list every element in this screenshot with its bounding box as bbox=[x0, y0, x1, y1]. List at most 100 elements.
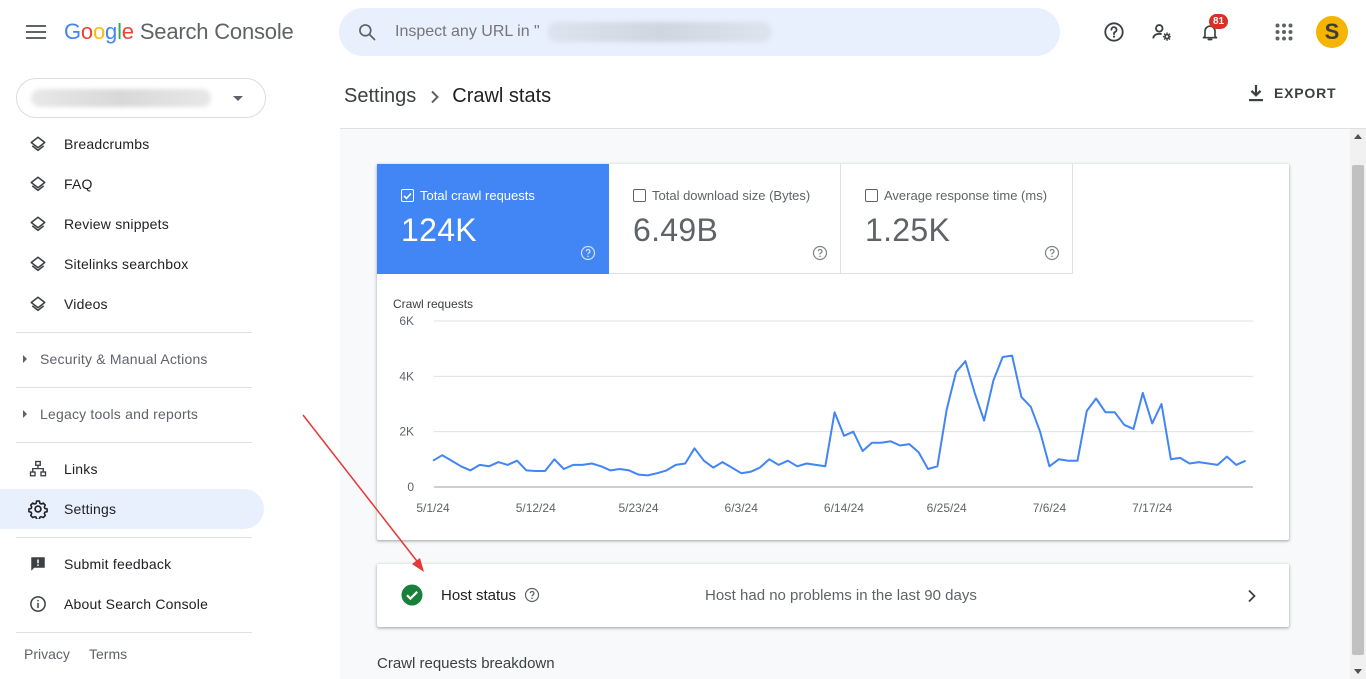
checkbox-unchecked[interactable] bbox=[865, 189, 878, 202]
crawl-requests-series-line[interactable] bbox=[432, 354, 1247, 477]
data-point[interactable] bbox=[1224, 454, 1229, 459]
data-point[interactable] bbox=[1187, 461, 1192, 466]
sidebar-item-sitelinks-searchbox[interactable]: Sitelinks searchbox bbox=[0, 244, 264, 284]
data-point[interactable] bbox=[1019, 395, 1024, 400]
google-apps-button[interactable] bbox=[1268, 16, 1300, 48]
data-point[interactable] bbox=[851, 429, 856, 434]
help-circle-icon[interactable] bbox=[580, 245, 596, 261]
data-point[interactable] bbox=[776, 462, 781, 467]
data-point[interactable] bbox=[692, 446, 697, 451]
data-point[interactable] bbox=[599, 464, 604, 469]
data-point[interactable] bbox=[823, 464, 828, 469]
data-point[interactable] bbox=[617, 467, 622, 472]
data-point[interactable] bbox=[954, 370, 959, 375]
data-point[interactable] bbox=[757, 465, 762, 470]
data-point[interactable] bbox=[524, 468, 529, 473]
data-point[interactable] bbox=[888, 439, 893, 444]
data-point[interactable] bbox=[701, 458, 706, 463]
help-button[interactable] bbox=[1098, 16, 1130, 48]
data-point[interactable] bbox=[1038, 429, 1043, 434]
breadcrumb-settings-link[interactable]: Settings bbox=[344, 85, 417, 107]
data-point[interactable] bbox=[1094, 396, 1099, 401]
data-point[interactable] bbox=[1122, 422, 1127, 427]
data-point[interactable] bbox=[533, 469, 538, 474]
data-point[interactable] bbox=[543, 469, 548, 474]
data-point[interactable] bbox=[795, 464, 800, 469]
data-point[interactable] bbox=[832, 410, 837, 415]
help-circle-icon[interactable] bbox=[1044, 245, 1060, 261]
help-circle-icon[interactable] bbox=[812, 245, 828, 261]
data-point[interactable] bbox=[720, 460, 725, 465]
data-point[interactable] bbox=[1140, 390, 1145, 395]
sidebar-item-faq[interactable]: FAQ bbox=[0, 164, 264, 204]
sidebar-group-security-manual-actions[interactable]: Security & Manual Actions bbox=[16, 332, 252, 386]
data-point[interactable] bbox=[571, 462, 576, 467]
data-point[interactable] bbox=[879, 440, 884, 445]
data-point[interactable] bbox=[1047, 464, 1052, 469]
data-point[interactable] bbox=[627, 468, 632, 473]
metric-total-crawl-requests[interactable]: Total crawl requests 124K bbox=[377, 164, 609, 274]
main-menu-button[interactable] bbox=[20, 16, 52, 48]
property-selector[interactable] bbox=[16, 78, 266, 118]
scroll-up-arrow-icon[interactable] bbox=[1354, 134, 1362, 139]
data-point[interactable] bbox=[505, 462, 510, 467]
data-point[interactable] bbox=[898, 443, 903, 448]
data-point[interactable] bbox=[916, 450, 921, 455]
privacy-link[interactable]: Privacy bbox=[24, 646, 70, 662]
data-point[interactable] bbox=[982, 418, 987, 423]
page-scrollbar[interactable] bbox=[1350, 129, 1366, 679]
sidebar-item-settings[interactable]: Settings bbox=[0, 489, 264, 529]
data-point[interactable] bbox=[729, 465, 734, 470]
manage-users-button[interactable] bbox=[1146, 16, 1178, 48]
terms-link[interactable]: Terms bbox=[89, 646, 128, 662]
data-point[interactable] bbox=[907, 442, 912, 447]
scrollbar-thumb[interactable] bbox=[1352, 165, 1364, 655]
data-point[interactable] bbox=[580, 462, 585, 467]
account-avatar[interactable]: S bbox=[1316, 16, 1348, 48]
data-point[interactable] bbox=[673, 462, 678, 467]
data-point[interactable] bbox=[1243, 458, 1248, 463]
data-point[interactable] bbox=[870, 440, 875, 445]
data-point[interactable] bbox=[487, 464, 492, 469]
host-status-card[interactable]: Host status Host had no problems in the … bbox=[377, 564, 1289, 627]
data-point[interactable] bbox=[739, 471, 744, 476]
data-point[interactable] bbox=[431, 458, 436, 463]
data-point[interactable] bbox=[944, 407, 949, 412]
data-point[interactable] bbox=[813, 462, 818, 467]
export-button[interactable]: EXPORT bbox=[1248, 84, 1336, 102]
scroll-down-arrow-icon[interactable] bbox=[1354, 669, 1362, 674]
data-point[interactable] bbox=[552, 457, 557, 462]
data-point[interactable] bbox=[459, 464, 464, 469]
data-point[interactable] bbox=[1000, 355, 1005, 360]
url-inspect-search-bar[interactable] bbox=[339, 8, 1060, 56]
data-point[interactable] bbox=[589, 461, 594, 466]
sidebar-item-submit-feedback[interactable]: Submit feedback bbox=[0, 544, 264, 584]
data-point[interactable] bbox=[963, 359, 968, 364]
data-point[interactable] bbox=[1206, 461, 1211, 466]
data-point[interactable] bbox=[655, 471, 660, 476]
data-point[interactable] bbox=[748, 469, 753, 474]
data-point[interactable] bbox=[1084, 408, 1089, 413]
sidebar-item-breadcrumbs[interactable]: Breadcrumbs bbox=[0, 124, 264, 164]
data-point[interactable] bbox=[972, 390, 977, 395]
data-point[interactable] bbox=[1234, 462, 1239, 467]
search-console-logo[interactable]: Google Search Console bbox=[64, 19, 294, 45]
data-point[interactable] bbox=[515, 458, 520, 463]
data-point[interactable] bbox=[664, 468, 669, 473]
data-point[interactable] bbox=[1103, 410, 1108, 415]
data-point[interactable] bbox=[935, 464, 940, 469]
checkbox-checked[interactable] bbox=[401, 189, 414, 202]
sidebar-item-about[interactable]: About Search Console bbox=[0, 584, 264, 624]
data-point[interactable] bbox=[1178, 455, 1183, 460]
checkbox-unchecked[interactable] bbox=[633, 189, 646, 202]
data-point[interactable] bbox=[636, 472, 641, 477]
data-point[interactable] bbox=[1028, 404, 1033, 409]
url-inspect-input[interactable] bbox=[395, 23, 545, 41]
data-point[interactable] bbox=[804, 461, 809, 466]
data-point[interactable] bbox=[1168, 457, 1173, 462]
sidebar-item-videos[interactable]: Videos bbox=[0, 284, 264, 324]
data-point[interactable] bbox=[1066, 458, 1071, 463]
data-point[interactable] bbox=[711, 465, 716, 470]
data-point[interactable] bbox=[608, 468, 613, 473]
data-point[interactable] bbox=[991, 378, 996, 383]
